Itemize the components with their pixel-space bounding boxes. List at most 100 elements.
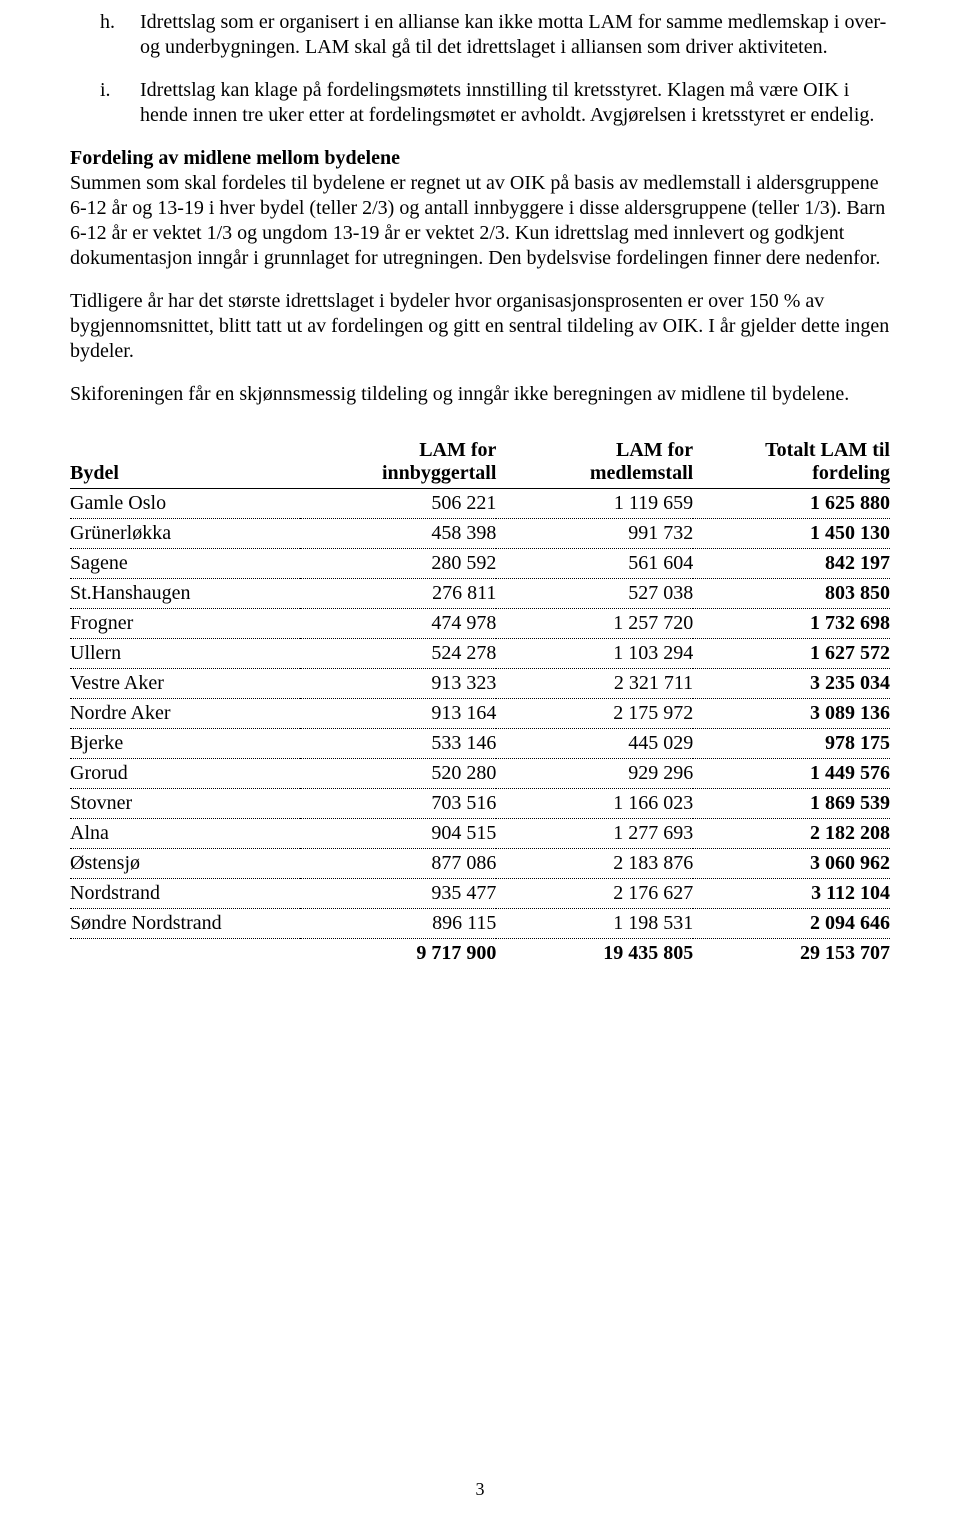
section-p1: Summen som skal fordeles til bydelene er… [70,172,885,269]
table-row: Grorud520 280929 2961 449 576 [70,759,890,789]
cell-medlemstall: 991 732 [496,519,693,549]
cell-bydel: Ullern [70,639,300,669]
cell-medlemstall: 1 166 023 [496,789,693,819]
table-row: Bjerke533 146445 029978 175 [70,729,890,759]
section-fordeling: Fordeling av midlene mellom bydelene Sum… [70,146,890,271]
table-row: Frogner474 9781 257 7201 732 698 [70,609,890,639]
header-text: Bydel [70,462,119,484]
cell-innbyggertall: 506 221 [300,489,497,519]
cell-totalt: 1 732 698 [693,609,890,639]
cell-totalt: 1 450 130 [693,519,890,549]
cell-bydel: Vestre Aker [70,669,300,699]
cell-bydel: Nordstrand [70,879,300,909]
header-text: LAM for [419,439,496,461]
list-item-h: h. Idrettslag som er organisert i en all… [70,10,890,60]
cell-totalt: 3 112 104 [693,879,890,909]
list-marker: i. [70,78,140,128]
cell-medlemstall: 445 029 [496,729,693,759]
allocation-table: Bydel LAM for innbyggertall LAM for medl… [70,437,890,968]
cell-innbyggertall: 474 978 [300,609,497,639]
header-text: LAM for [616,439,693,461]
page-number: 3 [0,1479,960,1500]
cell-innbyggertall: 458 398 [300,519,497,549]
col-header-bydel: Bydel [70,437,300,489]
cell-bydel: Gamle Oslo [70,489,300,519]
header-text: fordeling [812,462,890,484]
cell-innbyggertall: 896 115 [300,909,497,939]
cell-medlemstall: 2 175 972 [496,699,693,729]
cell-bydel: Sagene [70,549,300,579]
cell-bydel: Alna [70,819,300,849]
cell-bydel: Bjerke [70,729,300,759]
cell-bydel: St.Hanshaugen [70,579,300,609]
table-row: Ullern524 2781 103 2941 627 572 [70,639,890,669]
table-row: Nordre Aker913 1642 175 9723 089 136 [70,699,890,729]
total-cell-inn: 9 717 900 [300,939,497,969]
cell-bydel: Grorud [70,759,300,789]
cell-innbyggertall: 877 086 [300,849,497,879]
cell-innbyggertall: 703 516 [300,789,497,819]
cell-totalt: 3 235 034 [693,669,890,699]
cell-totalt: 1 869 539 [693,789,890,819]
cell-medlemstall: 527 038 [496,579,693,609]
cell-innbyggertall: 935 477 [300,879,497,909]
table-row: Gamle Oslo506 2211 119 6591 625 880 [70,489,890,519]
cell-innbyggertall: 524 278 [300,639,497,669]
cell-bydel: Stovner [70,789,300,819]
cell-bydel: Grünerløkka [70,519,300,549]
cell-totalt: 2 094 646 [693,909,890,939]
cell-medlemstall: 2 183 876 [496,849,693,879]
page: h. Idrettslag som er organisert i en all… [0,0,960,1530]
cell-bydel: Østensjø [70,849,300,879]
table-row: Vestre Aker913 3232 321 7113 235 034 [70,669,890,699]
cell-innbyggertall: 520 280 [300,759,497,789]
section-p2: Tidligere år har det største idrettslage… [70,289,890,364]
cell-bydel: Nordre Aker [70,699,300,729]
cell-innbyggertall: 280 592 [300,549,497,579]
list-marker: h. [70,10,140,60]
table-row: Sagene280 592561 604842 197 [70,549,890,579]
table-row: Nordstrand935 4772 176 6273 112 104 [70,879,890,909]
cell-innbyggertall: 533 146 [300,729,497,759]
cell-medlemstall: 1 277 693 [496,819,693,849]
table-row: Stovner703 5161 166 0231 869 539 [70,789,890,819]
col-header-medlemstall: LAM for medlemstall [496,437,693,489]
list-item-i: i. Idrettslag kan klage på fordelingsmøt… [70,78,890,128]
cell-medlemstall: 1 103 294 [496,639,693,669]
list-text: Idrettslag som er organisert i en allian… [140,10,890,60]
cell-totalt: 3 089 136 [693,699,890,729]
col-header-totalt: Totalt LAM til fordeling [693,437,890,489]
cell-totalt: 978 175 [693,729,890,759]
table-row: Østensjø877 0862 183 8763 060 962 [70,849,890,879]
cell-totalt: 3 060 962 [693,849,890,879]
cell-totalt: 803 850 [693,579,890,609]
cell-innbyggertall: 913 323 [300,669,497,699]
cell-medlemstall: 929 296 [496,759,693,789]
cell-medlemstall: 2 321 711 [496,669,693,699]
cell-totalt: 1 449 576 [693,759,890,789]
header-text: medlemstall [590,462,693,484]
cell-totalt: 842 197 [693,549,890,579]
col-header-innbyggertall: LAM for innbyggertall [300,437,497,489]
total-cell-bydel [70,939,300,969]
list-text: Idrettslag kan klage på fordelingsmøtets… [140,78,890,128]
table-row: Grünerløkka458 398991 7321 450 130 [70,519,890,549]
cell-innbyggertall: 913 164 [300,699,497,729]
section-title: Fordeling av midlene mellom bydelene [70,147,400,169]
cell-medlemstall: 1 198 531 [496,909,693,939]
table-row: Søndre Nordstrand896 1151 198 5312 094 6… [70,909,890,939]
header-text: Totalt LAM til [765,439,890,461]
section-p3: Skiforeningen får en skjønnsmessig tilde… [70,382,890,407]
cell-bydel: Søndre Nordstrand [70,909,300,939]
table-row: Alna904 5151 277 6932 182 208 [70,819,890,849]
cell-totalt: 2 182 208 [693,819,890,849]
cell-bydel: Frogner [70,609,300,639]
table-row: St.Hanshaugen276 811527 038803 850 [70,579,890,609]
total-cell-med: 19 435 805 [496,939,693,969]
cell-medlemstall: 561 604 [496,549,693,579]
cell-medlemstall: 1 257 720 [496,609,693,639]
cell-totalt: 1 625 880 [693,489,890,519]
cell-totalt: 1 627 572 [693,639,890,669]
cell-innbyggertall: 904 515 [300,819,497,849]
table-header-row: Bydel LAM for innbyggertall LAM for medl… [70,437,890,489]
